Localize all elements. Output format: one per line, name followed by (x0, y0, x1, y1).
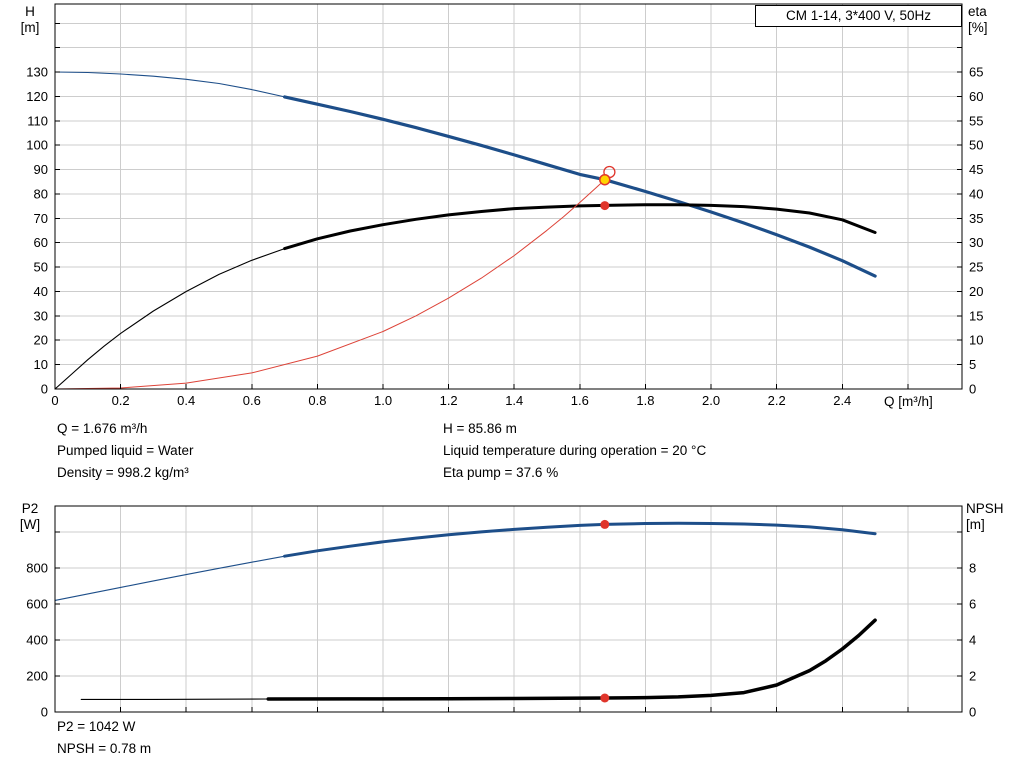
svg-text:0: 0 (41, 705, 48, 720)
svg-text:8: 8 (969, 560, 976, 575)
h-axis-label: H [m] (8, 4, 52, 36)
p2-curve (54, 555, 286, 601)
svg-text:10: 10 (34, 357, 48, 372)
svg-text:50: 50 (34, 260, 48, 275)
eta-axis-label: eta [%] (968, 4, 1020, 36)
svg-text:1.4: 1.4 (505, 393, 523, 408)
svg-text:0: 0 (41, 382, 48, 397)
npsh-axis-label: NPSH [m] (966, 501, 1022, 533)
p2-readout: P2 = 1042 W (57, 719, 136, 734)
svg-text:80: 80 (34, 186, 48, 201)
svg-text:90: 90 (34, 162, 48, 177)
svg-text:60: 60 (969, 89, 983, 104)
svg-text:50: 50 (969, 138, 983, 153)
npsh-duty-point (600, 693, 610, 703)
svg-text:400: 400 (26, 632, 48, 647)
svg-text:1.8: 1.8 (636, 393, 654, 408)
svg-text:200: 200 (26, 668, 48, 683)
svg-text:15: 15 (969, 308, 983, 323)
svg-text:65: 65 (969, 65, 983, 80)
svg-text:0.6: 0.6 (243, 393, 261, 408)
svg-text:20: 20 (34, 333, 48, 348)
svg-text:6: 6 (969, 596, 976, 611)
duty-head-readout: H = 85.86 m (443, 421, 517, 436)
svg-text:55: 55 (969, 113, 983, 128)
svg-text:45: 45 (969, 162, 983, 177)
p2-duty-point (600, 519, 610, 529)
actual-duty-point (599, 173, 611, 186)
svg-text:0: 0 (969, 382, 976, 397)
pump-head-curve (54, 71, 286, 98)
svg-text:1.0: 1.0 (374, 393, 392, 408)
svg-text:600: 600 (26, 596, 48, 611)
svg-text:0: 0 (51, 393, 58, 408)
svg-text:120: 120 (26, 89, 48, 104)
svg-text:0.4: 0.4 (177, 393, 195, 408)
eta-axis-symbol: eta (968, 4, 987, 19)
p2-axis-unit: [W] (19, 517, 41, 532)
svg-text:10: 10 (969, 333, 983, 348)
p2-axis-symbol: P2 (21, 501, 39, 516)
svg-text:4: 4 (969, 632, 976, 647)
svg-text:2.4: 2.4 (833, 393, 851, 408)
svg-text:0: 0 (969, 705, 976, 720)
svg-text:1.6: 1.6 (571, 393, 589, 408)
svg-text:0.8: 0.8 (308, 393, 326, 408)
npsh-axis-symbol: NPSH (966, 501, 1004, 516)
svg-text:40: 40 (969, 186, 983, 201)
q-axis-label: Q [m³/h] (884, 394, 933, 409)
svg-text:40: 40 (34, 284, 48, 299)
eta-pump-readout: Eta pump = 37.6 % (443, 465, 559, 480)
npsh-readout: NPSH = 0.78 m (57, 741, 152, 756)
svg-text:2: 2 (969, 668, 976, 683)
eta-axis-unit: [%] (968, 20, 988, 35)
svg-text:2.2: 2.2 (768, 393, 786, 408)
svg-text:110: 110 (27, 113, 48, 128)
density-readout: Density = 998.2 kg/m³ (57, 465, 189, 480)
duty-flow-readout: Q = 1.676 m³/h (57, 421, 148, 436)
svg-text:0.2: 0.2 (112, 393, 130, 408)
p2-axis-label: P2 [W] (8, 501, 52, 533)
pump-model-title-box: CM 1-14, 3*400 V, 50Hz (755, 5, 962, 27)
svg-text:1.2: 1.2 (440, 393, 458, 408)
svg-text:130: 130 (26, 65, 48, 80)
npsh-axis-unit: [m] (966, 517, 985, 532)
p2-curve (283, 521, 877, 558)
npsh-curve (266, 618, 877, 701)
h-axis-unit: [m] (20, 20, 40, 35)
svg-text:20: 20 (969, 284, 983, 299)
efficiency-curve (283, 203, 877, 251)
svg-text:70: 70 (34, 211, 48, 226)
svg-text:800: 800 (26, 560, 48, 575)
svg-text:30: 30 (34, 308, 48, 323)
svg-text:35: 35 (969, 211, 983, 226)
liquid-temperature-readout: Liquid temperature during operation = 20… (443, 443, 707, 458)
pumped-liquid-readout: Pumped liquid = Water (57, 443, 194, 458)
eta-duty-point (600, 201, 610, 211)
svg-text:2.0: 2.0 (702, 393, 720, 408)
svg-text:60: 60 (34, 235, 48, 250)
efficiency-curve (54, 248, 286, 390)
svg-text:5: 5 (969, 357, 976, 372)
svg-text:30: 30 (969, 235, 983, 250)
pump-head-curve (283, 95, 877, 278)
system-curve (54, 179, 606, 390)
svg-text:25: 25 (969, 260, 983, 275)
svg-text:100: 100 (26, 138, 48, 153)
h-axis-symbol: H (25, 4, 35, 19)
